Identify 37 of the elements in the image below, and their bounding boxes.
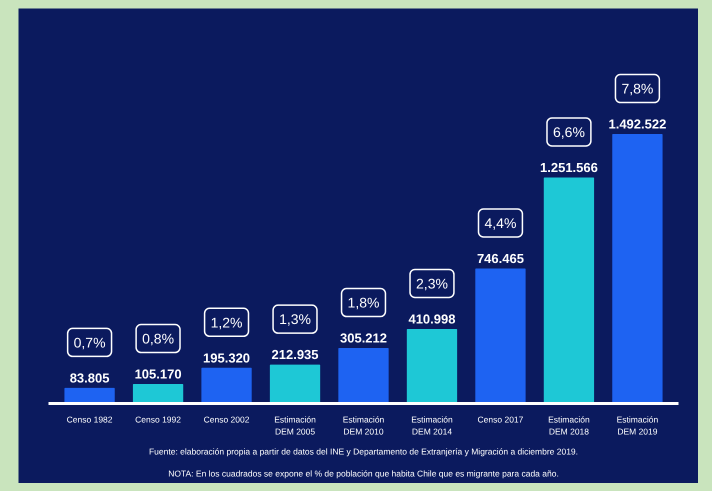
bar (544, 177, 594, 404)
data-label: 746.465 (476, 250, 524, 266)
data-label: 1.492.522 (608, 116, 666, 132)
x-tick-label: Estimación DEM 2019 (616, 414, 658, 436)
x-tick-label: Censo 2002 (204, 414, 250, 424)
annotation: 4,4% (484, 214, 516, 231)
data-label: 305.212 (340, 330, 388, 346)
data-label: 212.935 (272, 347, 319, 362)
bar (475, 268, 526, 404)
data-label: 410.998 (408, 311, 456, 326)
annotation: 1,8% (348, 294, 380, 311)
x-tick-label: Censo 2017 (478, 414, 524, 424)
source-note: Fuente: elaboración propia a partir de datos del INE y Departamento de Extranjería y Migración a diciembre 2019. (148, 446, 578, 456)
text: NOTA: En los cuadrados se expone el % de población que habita Chile que es migrante para cada año. (168, 468, 559, 478)
x-tick-label: Estimación DEM 2014 (411, 414, 454, 436)
data-label: 1.251.566 (540, 160, 598, 175)
x-tick-label: Censo 1992 (135, 414, 182, 424)
annotation: 0,8% (142, 330, 174, 347)
data-label: 195.320 (203, 350, 250, 366)
annotation: 0,7% (74, 334, 106, 350)
annotation: 1,2% (210, 314, 243, 330)
x-tick-label: Estimación DEM 2005 (274, 414, 316, 436)
bar (406, 328, 458, 404)
bar (338, 348, 389, 404)
x-tick-label: Estimación DEM 2018 (548, 414, 590, 436)
annotation: 2,3% (416, 275, 448, 292)
data-label: 105.170 (134, 366, 182, 382)
bar (612, 134, 663, 404)
bar (270, 364, 320, 404)
bar (132, 384, 184, 404)
x-tick-label: Estimación DEM 2010 (342, 414, 385, 436)
annotation: 6,6% (552, 124, 585, 140)
annotation: 1,3% (279, 311, 311, 328)
data-label: 83.805 (70, 370, 110, 386)
x-tick-label: Censo 1982 (66, 414, 113, 424)
bar (201, 368, 252, 404)
annotation: 7,8% (621, 80, 654, 97)
